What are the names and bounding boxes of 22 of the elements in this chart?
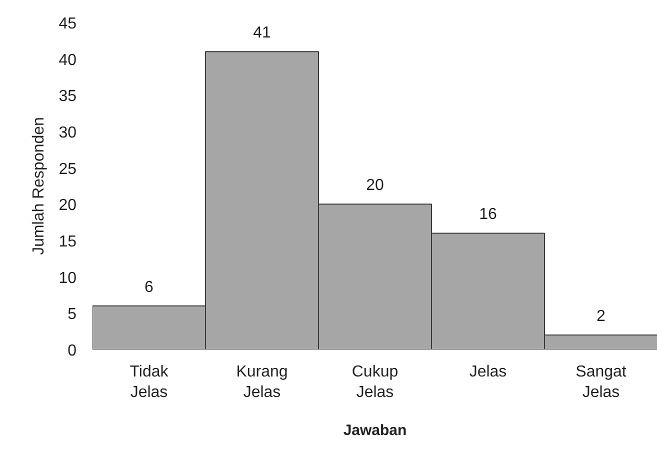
y-tick-label: 25 xyxy=(58,160,77,178)
data-label: 41 xyxy=(253,24,271,42)
x-tick-label: Jelas xyxy=(469,364,507,380)
y-tick-label: 20 xyxy=(58,197,77,214)
data-label: 20 xyxy=(366,177,384,194)
y-tick-label: 10 xyxy=(58,270,77,287)
y-tick-label: 30 xyxy=(58,124,77,142)
x-tick-label: Tidak Jelas xyxy=(130,364,170,401)
data-label: 2 xyxy=(596,308,606,325)
x-tick-label: Sangat Jelas xyxy=(576,364,627,401)
y-tick-label: 0 xyxy=(68,342,77,360)
y-axis-title: Jumlah Responden xyxy=(30,117,48,255)
x-tick-label: Kurang Jelas xyxy=(236,364,288,401)
x-tick-label: Cukup Jelas xyxy=(352,364,398,401)
y-tick-label: 40 xyxy=(58,52,77,69)
y-tick-label: 45 xyxy=(58,16,77,32)
y-tick-label: 35 xyxy=(58,88,77,106)
data-label: 6 xyxy=(144,278,154,296)
data-label: 16 xyxy=(479,206,497,224)
x-axis-title: Jawaban xyxy=(343,422,407,439)
y-tick-label: 15 xyxy=(58,234,77,250)
y-tick-label: 5 xyxy=(68,306,77,324)
